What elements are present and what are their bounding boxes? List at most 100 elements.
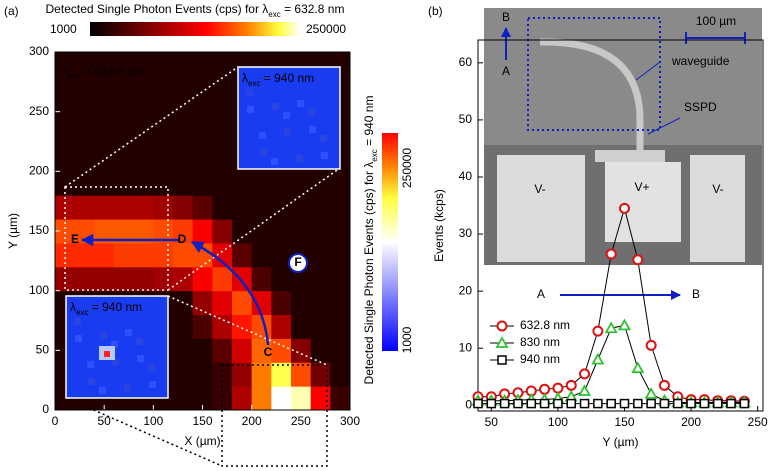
heat-cell bbox=[114, 242, 135, 268]
marker bbox=[618, 202, 630, 214]
x-tick-label: 200 bbox=[242, 414, 262, 428]
zoom-box bbox=[221, 364, 328, 467]
marker bbox=[646, 398, 656, 409]
heat-cell bbox=[291, 171, 312, 196]
inset-speckle bbox=[88, 378, 95, 385]
colorbar-title-part: Detected Single Photon Events (cps) for … bbox=[46, 2, 269, 16]
heat-cell bbox=[114, 266, 135, 292]
y-tick-label: 150 bbox=[29, 223, 49, 237]
inset-label-part: exc bbox=[76, 308, 88, 317]
heat-cell bbox=[133, 195, 154, 220]
colorbar bbox=[90, 22, 300, 36]
heat-cell bbox=[74, 195, 95, 220]
inset-speckle bbox=[137, 355, 144, 362]
colorbar-2-title-part: Detected Single Photon Events (cps) for … bbox=[362, 162, 376, 385]
y-tick-label: 300 bbox=[29, 44, 49, 58]
x-tick-label: 50 bbox=[97, 414, 111, 428]
heat-cell bbox=[192, 195, 213, 220]
y-axis-label: Y (µm) bbox=[6, 213, 20, 249]
heat-cell bbox=[192, 75, 213, 101]
marker bbox=[566, 398, 576, 409]
heat-cell bbox=[310, 195, 331, 220]
legend-label: 632.8 nm bbox=[520, 318, 570, 332]
photo-label: B bbox=[692, 287, 700, 301]
heat-cell bbox=[232, 338, 253, 363]
inset-speckle bbox=[100, 332, 107, 339]
marker bbox=[644, 387, 658, 399]
heat-cell bbox=[74, 242, 95, 268]
colorbar-title-part: = 632.8 nm bbox=[281, 2, 345, 16]
heat-cell bbox=[232, 242, 253, 268]
legend-marker bbox=[497, 355, 507, 365]
x-tick-label: 150 bbox=[192, 414, 212, 428]
y-tick-label: 100 bbox=[29, 283, 49, 297]
heat-cell bbox=[291, 386, 312, 411]
colorbar-2-title-part: = 940 nm bbox=[362, 96, 376, 150]
heat-cell bbox=[251, 386, 272, 411]
inset-speckle bbox=[259, 132, 266, 139]
heat-cell bbox=[271, 219, 292, 244]
heat-cell bbox=[173, 266, 194, 292]
heat-cell bbox=[310, 171, 331, 196]
inset-label: λexc = 940 nm bbox=[242, 71, 314, 87]
point-label: E bbox=[71, 232, 79, 246]
marker bbox=[632, 254, 644, 266]
heat-cell bbox=[212, 195, 233, 220]
marker bbox=[539, 383, 551, 395]
inset-label: λexc = 940 nm bbox=[70, 300, 142, 316]
heat-cell bbox=[192, 99, 213, 125]
colorbar-tick-label: 250000 bbox=[306, 22, 346, 36]
heat-cell bbox=[232, 195, 253, 220]
heat-cell bbox=[251, 266, 272, 292]
marker bbox=[486, 398, 497, 409]
heat-cell bbox=[310, 242, 331, 268]
heat-cell bbox=[94, 52, 115, 77]
y-tick-label: 10 bbox=[459, 340, 473, 354]
heat-cell bbox=[94, 219, 115, 244]
x-tick-label: 0 bbox=[52, 414, 59, 428]
heat-cell bbox=[232, 266, 253, 292]
heat-cell bbox=[173, 75, 194, 101]
inset-speckle bbox=[74, 318, 81, 325]
heat-cell bbox=[251, 242, 272, 268]
panel-a: 0 50 100 150 200 250 300 0 50 100 150 200 250 300 X (µ… bbox=[4, 2, 414, 467]
heat-cell bbox=[232, 386, 253, 411]
inset-speckle bbox=[125, 329, 132, 336]
marker bbox=[578, 384, 592, 396]
zoom-box bbox=[64, 186, 169, 291]
heat-cell bbox=[251, 195, 272, 220]
point-label: F bbox=[294, 255, 301, 269]
heat-cell bbox=[251, 171, 272, 196]
heat-cell bbox=[133, 266, 154, 292]
heat-cell bbox=[173, 242, 194, 268]
y-tick-label: 0 bbox=[42, 402, 49, 416]
heat-cell bbox=[153, 52, 174, 77]
heat-cell bbox=[232, 171, 253, 196]
heat-cell bbox=[271, 362, 292, 387]
colorbar-title: Detected Single Photon Events (cps) for … bbox=[46, 2, 345, 18]
y-tick-label: 0 bbox=[465, 397, 472, 411]
legend-label: 940 nm bbox=[520, 352, 560, 366]
x-tick-label: 250 bbox=[291, 414, 311, 428]
heat-cell bbox=[173, 219, 194, 244]
heat-cell bbox=[192, 362, 213, 387]
heat-cell bbox=[133, 99, 154, 125]
panel-label: (b) bbox=[428, 4, 443, 18]
heat-cell bbox=[114, 75, 135, 101]
heat-cell bbox=[55, 99, 76, 125]
y-tick-label: 200 bbox=[29, 164, 49, 178]
marker bbox=[552, 382, 564, 394]
heat-cell bbox=[94, 123, 115, 148]
inset-speckle bbox=[75, 335, 82, 342]
zoom-line bbox=[65, 397, 223, 467]
y-tick-label: 50 bbox=[459, 112, 473, 126]
inset-speckle bbox=[149, 381, 156, 388]
heat-cell bbox=[133, 171, 154, 196]
heat-cell bbox=[153, 195, 174, 220]
photo-label: 100 µm bbox=[696, 14, 736, 28]
heat-cell bbox=[192, 314, 213, 339]
heat-cell bbox=[153, 266, 174, 292]
y-tick-label: 30 bbox=[459, 226, 473, 240]
sem-photo bbox=[484, 8, 762, 300]
heat-cell bbox=[74, 171, 95, 196]
